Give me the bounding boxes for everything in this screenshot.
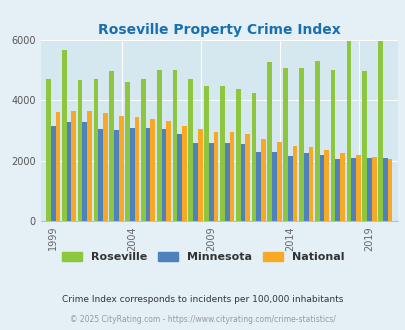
Bar: [177, 134, 181, 221]
Bar: [193, 143, 197, 221]
Bar: [271, 152, 276, 221]
Bar: [197, 129, 202, 221]
Bar: [188, 79, 193, 221]
Bar: [377, 41, 382, 221]
Bar: [267, 62, 271, 221]
Bar: [93, 79, 98, 221]
Bar: [172, 70, 177, 221]
Bar: [287, 156, 292, 221]
Bar: [145, 128, 150, 221]
Bar: [66, 122, 71, 221]
Bar: [240, 144, 245, 221]
Bar: [78, 81, 82, 221]
Bar: [350, 158, 355, 221]
Bar: [298, 68, 303, 221]
Bar: [251, 93, 256, 221]
Bar: [245, 134, 249, 221]
Text: © 2025 CityRating.com - https://www.cityrating.com/crime-statistics/: © 2025 CityRating.com - https://www.city…: [70, 315, 335, 324]
Bar: [204, 85, 209, 221]
Bar: [366, 158, 371, 221]
Bar: [87, 111, 92, 221]
Bar: [371, 157, 375, 221]
Bar: [125, 82, 130, 221]
Bar: [209, 143, 213, 221]
Bar: [62, 50, 66, 221]
Bar: [141, 79, 145, 221]
Bar: [260, 139, 265, 221]
Bar: [276, 143, 281, 221]
Bar: [220, 86, 224, 221]
Bar: [161, 129, 166, 221]
Bar: [324, 150, 328, 221]
Bar: [292, 146, 297, 221]
Bar: [46, 79, 51, 221]
Bar: [166, 121, 171, 221]
Bar: [82, 122, 87, 221]
Bar: [355, 154, 360, 221]
Bar: [235, 89, 240, 221]
Bar: [330, 70, 335, 221]
Bar: [387, 159, 391, 221]
Legend: Roseville, Minnesota, National: Roseville, Minnesota, National: [57, 248, 348, 267]
Bar: [319, 154, 324, 221]
Bar: [103, 113, 107, 221]
Text: Crime Index corresponds to incidents per 100,000 inhabitants: Crime Index corresponds to incidents per…: [62, 295, 343, 304]
Bar: [114, 130, 119, 221]
Bar: [361, 71, 366, 221]
Bar: [181, 126, 186, 221]
Bar: [71, 111, 76, 221]
Bar: [224, 143, 229, 221]
Bar: [130, 128, 134, 221]
Bar: [314, 61, 319, 221]
Bar: [283, 68, 287, 221]
Bar: [345, 41, 350, 221]
Bar: [156, 70, 161, 221]
Bar: [229, 132, 234, 221]
Bar: [308, 147, 313, 221]
Bar: [382, 158, 387, 221]
Bar: [303, 153, 308, 221]
Bar: [51, 126, 55, 221]
Bar: [55, 112, 60, 221]
Bar: [213, 132, 218, 221]
Title: Roseville Property Crime Index: Roseville Property Crime Index: [98, 23, 340, 37]
Bar: [134, 117, 139, 221]
Bar: [339, 153, 344, 221]
Bar: [150, 119, 155, 221]
Bar: [98, 129, 103, 221]
Bar: [109, 71, 114, 221]
Bar: [256, 152, 260, 221]
Bar: [335, 159, 339, 221]
Bar: [119, 116, 123, 221]
